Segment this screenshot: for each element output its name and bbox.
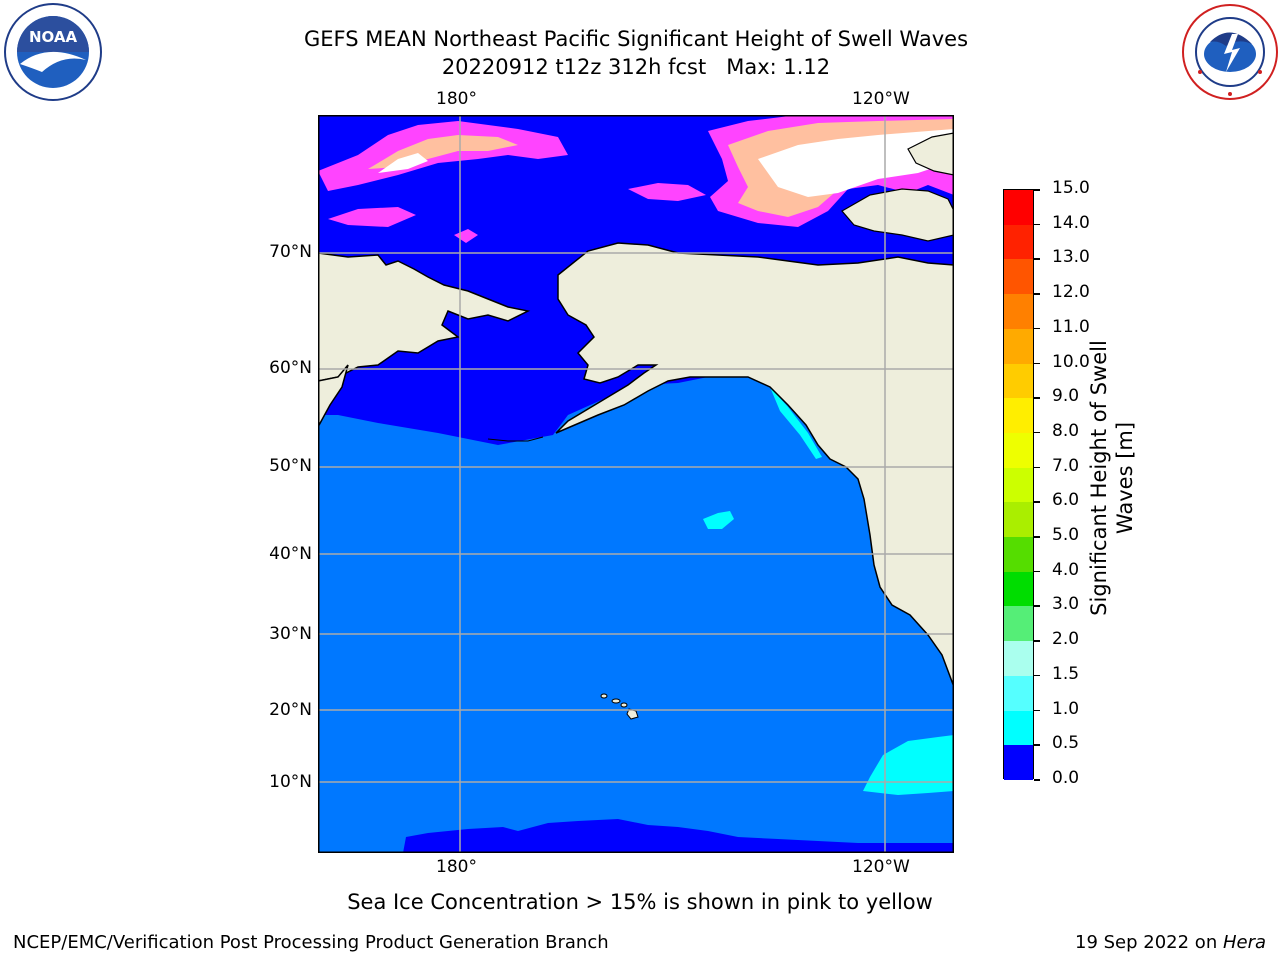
- lat-label-20n: 20°N: [269, 700, 312, 720]
- lat-label-50n: 50°N: [269, 456, 312, 476]
- colorbar-tick-mark: [1034, 501, 1040, 503]
- lon-label-top-180: 180°: [436, 89, 477, 109]
- colorbar-segment: [1004, 294, 1033, 330]
- footer-machine: Hera: [1222, 932, 1266, 953]
- land-arctic-island-1: [841, 188, 954, 242]
- land-siberia: [318, 252, 531, 382]
- footer-right: 19 Sep 2022 on Hera: [1075, 932, 1266, 953]
- colorbar-tick-mark: [1034, 744, 1040, 746]
- sea-ice-pink: [318, 121, 568, 191]
- colorbar-tick-label: 1.5: [1052, 663, 1080, 684]
- colorbar: [1003, 189, 1034, 781]
- colorbar-tick-mark: [1034, 258, 1040, 260]
- colorbar-tick-label: 11.0: [1052, 316, 1090, 337]
- land-north-america: [555, 242, 954, 688]
- chart-subtitle: 20220912 t12z 312h fcst Max: 1.12: [441, 55, 831, 79]
- colorbar-segment: [1004, 710, 1033, 746]
- lat-label-70n: 70°N: [269, 242, 312, 262]
- colorbar-segment: [1004, 641, 1033, 677]
- map-frame: [318, 115, 954, 853]
- colorbar-segment: [1004, 398, 1033, 434]
- footer-left: NCEP/EMC/Verification Post Processing Pr…: [13, 932, 609, 953]
- colorbar-segment: [1004, 537, 1033, 573]
- lat-label-10n: 10°N: [269, 772, 312, 792]
- low-swell-south: [403, 819, 954, 853]
- colorbar-tick-label: 7.0: [1052, 455, 1080, 476]
- map-panel: [318, 115, 954, 853]
- colorbar-tick-mark: [1034, 466, 1040, 469]
- colorbar-tick-label: 0.5: [1052, 733, 1080, 754]
- colorbar-tick-label: 3.0: [1052, 594, 1080, 615]
- colorbar-segment: [1004, 745, 1033, 781]
- colorbar-segment: [1004, 432, 1033, 469]
- colorbar-label: Significant Height of Swell Waves [m]: [1086, 308, 1138, 648]
- chart-title: GEFS MEAN Northeast Pacific Significant …: [303, 27, 969, 51]
- graticule: [318, 115, 954, 853]
- cyan-strip-coast: [770, 387, 822, 459]
- sea-ice-pink-4: [628, 183, 706, 201]
- colorbar-segment: [1004, 190, 1033, 226]
- colorbar-tick-mark: [1034, 223, 1040, 226]
- colorbar-tick-label: 1.0: [1052, 698, 1080, 719]
- colorbar-tick-mark: [1034, 570, 1040, 573]
- colorbar-segment: [1004, 328, 1033, 365]
- colorbar-tick-mark: [1034, 536, 1040, 538]
- colorbar-tick-label: 10.0: [1052, 351, 1090, 372]
- colorbar-tick-label: 12.0: [1052, 282, 1090, 303]
- colorbar-segment: [1004, 467, 1033, 503]
- sea-ice-pink-2: [328, 207, 416, 227]
- colorbar-tick-label: 9.0: [1052, 386, 1080, 407]
- colorbar-tick-mark: [1034, 293, 1040, 295]
- land-arctic-island-2: [907, 132, 954, 176]
- colorbar-segment: [1004, 606, 1033, 642]
- lat-label-60n: 60°N: [269, 358, 312, 378]
- colorbar-tick-mark: [1034, 397, 1040, 399]
- colorbar-tick-label: 14.0: [1052, 212, 1090, 233]
- aleutian-islands: [487, 436, 544, 442]
- colorbar-segment: [1004, 363, 1033, 399]
- colorbar-label-wrap: Significant Height of Swell Waves [m]: [1052, 340, 1172, 616]
- lon-label-top-120w: 120°W: [852, 89, 910, 109]
- colorbar-segment: [1004, 502, 1033, 538]
- sea-ice-white-1: [378, 153, 428, 173]
- colorbar-tick-label: 15.0: [1052, 178, 1090, 198]
- noaa-logo: NOAA: [4, 3, 102, 101]
- colorbar-tick-mark: [1034, 640, 1040, 642]
- colorbar-tick-label: 0.0: [1052, 768, 1080, 788]
- colorbar-tick-mark: [1034, 327, 1040, 330]
- hawaii-islands: [600, 693, 639, 720]
- colorbar-ticks: 15.0 14.0 13.0 12.0 11.0 10.0 9.0 8.0 7.0 6.0 5.0 4…: [1034, 178, 1114, 788]
- colorbar-tick-label: 2.0: [1052, 629, 1080, 650]
- colorbar-tick-mark: [1034, 779, 1040, 781]
- colorbar-label-line2: Waves [m]: [1113, 421, 1137, 535]
- colorbar-tick-label: 6.0: [1052, 490, 1080, 511]
- colorbar-segment: [1004, 675, 1033, 712]
- colorbar-tick-mark: [1034, 189, 1040, 191]
- lat-label-40n: 40°N: [269, 544, 312, 564]
- colorbar-tick-label: 13.0: [1052, 247, 1090, 268]
- colorbar-tick-label: 4.0: [1052, 559, 1080, 580]
- lon-label-bottom-180: 180°: [436, 857, 477, 877]
- colorbar-segment: [1004, 571, 1033, 607]
- nws-logo: [1182, 4, 1278, 100]
- colorbar-segment: [1004, 224, 1033, 260]
- footer-date: 19 Sep 2022 on: [1075, 932, 1223, 953]
- colorbar-label-line1: Significant Height of Swell: [1087, 340, 1111, 616]
- lon-label-bottom-120w: 120°W: [852, 857, 910, 877]
- cyan-patch-mid: [703, 511, 734, 529]
- svg-text:NOAA: NOAA: [29, 28, 78, 46]
- colorbar-tick-mark: [1034, 431, 1040, 434]
- colorbar-tick-mark: [1034, 605, 1040, 607]
- colorbar-tick-mark: [1034, 674, 1040, 677]
- colorbar-tick-mark: [1034, 362, 1040, 365]
- lat-label-30n: 30°N: [269, 624, 312, 644]
- colorbar-tick-label: 8.0: [1052, 420, 1080, 441]
- sea-ice-note: Sea Ice Concentration > 15% is shown in …: [347, 890, 933, 914]
- colorbar-segment: [1004, 259, 1033, 295]
- sea-ice-white-east: [758, 129, 954, 197]
- colorbar-tick-label: 5.0: [1052, 525, 1080, 546]
- land-kamchatka: [318, 364, 349, 428]
- colorbar-tick-mark: [1034, 709, 1040, 712]
